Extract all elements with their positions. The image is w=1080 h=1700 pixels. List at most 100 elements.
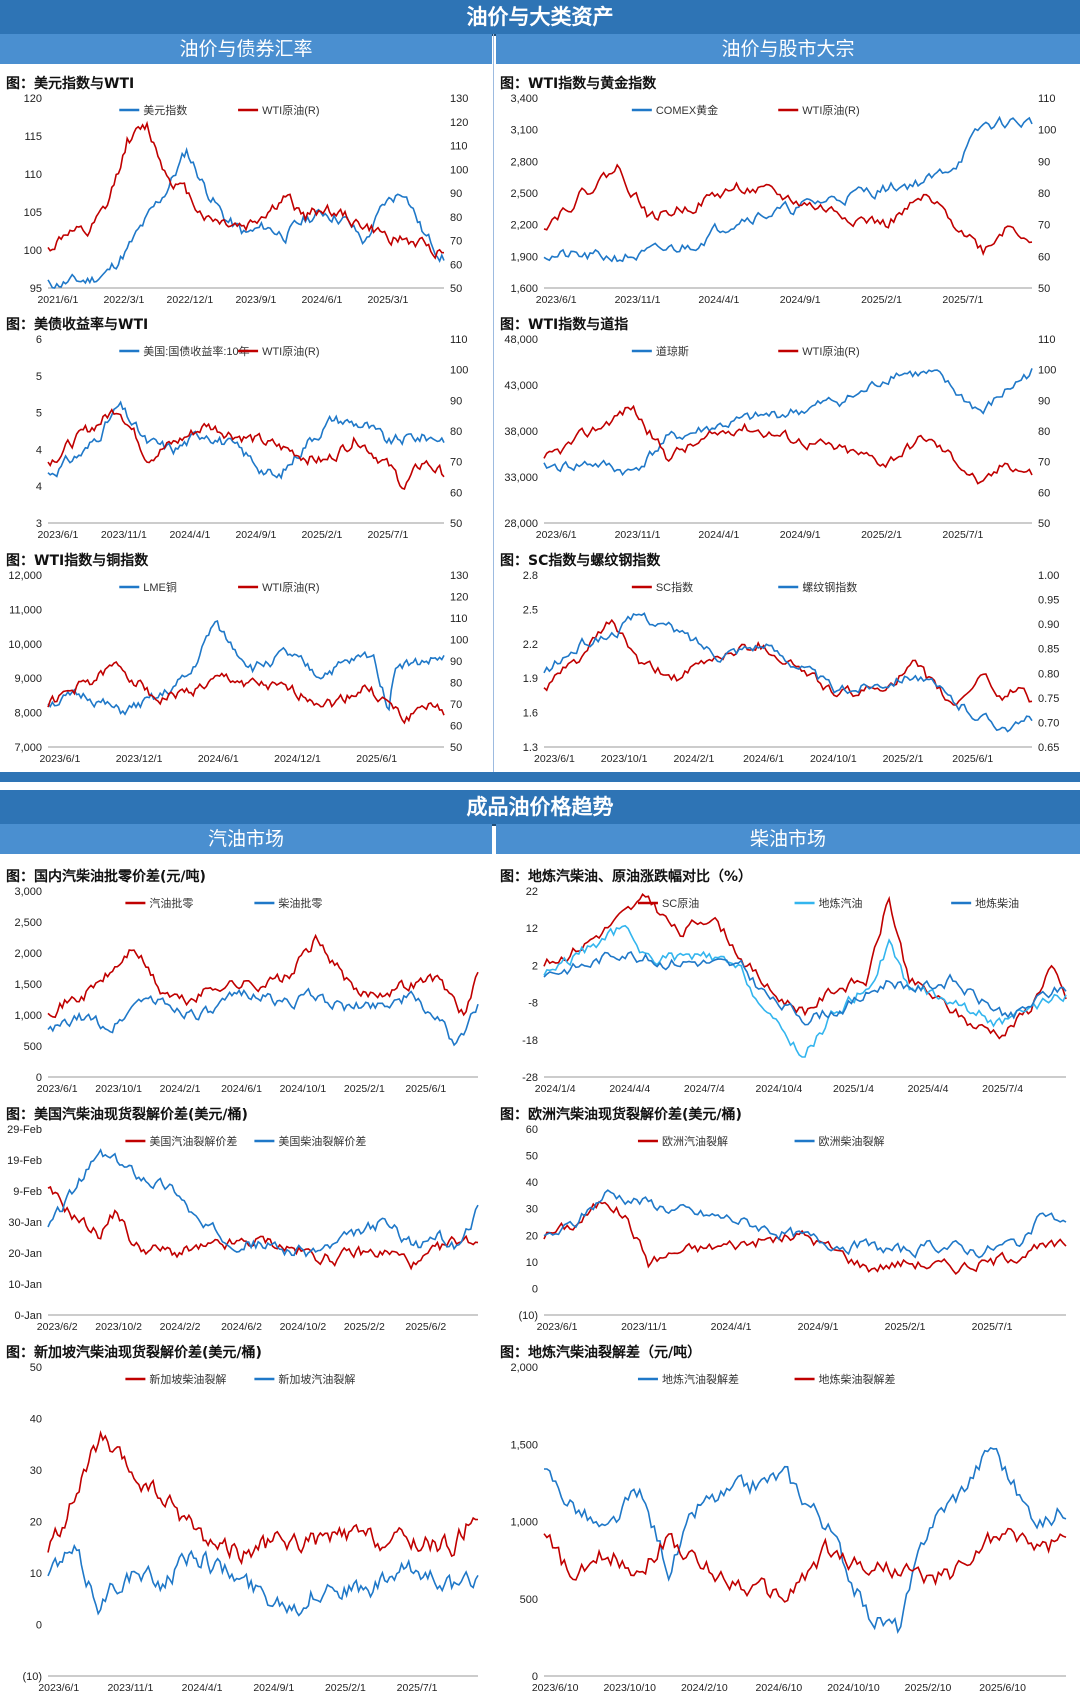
x-tick-label: 2023/6/1 xyxy=(534,753,575,765)
y2-tick-label: 100 xyxy=(450,164,468,176)
legend-label: 美国:国债收益率:10年 xyxy=(143,344,249,358)
x-tick-label: 2023/11/1 xyxy=(615,294,661,306)
x-tick-label: 2025/2/1 xyxy=(344,1083,385,1095)
y-tick-label: (10) xyxy=(518,1310,538,1322)
x-tick-label: 2023/6/1 xyxy=(38,1682,79,1694)
y-tick-label: 1,900 xyxy=(510,251,538,263)
y-tick-label: 115 xyxy=(24,131,42,143)
y2-tick-label: 110 xyxy=(450,334,468,346)
y-tick-label: 29-Feb xyxy=(7,1124,42,1136)
chart-panel-12: 0 500 1,000 1,500 2,000 2023/6/10 2023/10/10 20… xyxy=(496,1361,1080,1698)
x-tick-label: 2023/10/2 xyxy=(95,1321,142,1333)
y-tick-label: 50 xyxy=(526,1151,538,1163)
x-tick-label: 2023/11/1 xyxy=(615,529,661,541)
y-tick-label: 0 xyxy=(532,1283,538,1295)
y-tick-label: 120 xyxy=(24,93,42,105)
x-tick-label: 2023/11/1 xyxy=(107,1682,153,1694)
x-tick-label: 2023/9/1 xyxy=(235,294,276,306)
x-tick-label: 2025/2/10 xyxy=(905,1682,952,1694)
series-line-1 xyxy=(47,660,445,725)
x-tick-label: 2024/12/1 xyxy=(274,753,321,765)
chart-title-10: 图：欧洲汽柴油现货裂解价差(美元/桶) xyxy=(500,1107,742,1123)
series-line-1 xyxy=(47,408,445,491)
y-tick-label: 2.2 xyxy=(523,639,538,651)
series-line-2 xyxy=(543,950,1067,1026)
y-tick-label: 0 xyxy=(36,1072,42,1084)
y-tick-label: 28,000 xyxy=(504,518,538,530)
legend-label: 欧洲柴油裂解 xyxy=(819,1134,885,1148)
legend-label: 螺纹钢指数 xyxy=(802,580,857,594)
y-tick-label: 4 xyxy=(36,444,42,456)
y-tick-label: 9-Feb xyxy=(13,1186,42,1198)
x-tick-label: 2025/2/2 xyxy=(344,1321,385,1333)
x-tick-label: 2024/4/1 xyxy=(182,1682,223,1694)
y-tick-label: 20 xyxy=(30,1517,42,1529)
chart-title-4: 图：WTI指数与道指 xyxy=(500,317,629,333)
y-tick-label: 2,000 xyxy=(510,1362,538,1374)
y2-tick-label: 90 xyxy=(450,656,462,668)
y-tick-label: 7,000 xyxy=(14,742,42,754)
legend-label: 美国汽油裂解价差 xyxy=(149,1134,237,1148)
y2-tick-label: 60 xyxy=(1038,251,1050,263)
chart-svg: 0 500 1,000 1,500 2,000 2023/6/10 2023/10/10 20… xyxy=(510,1362,1067,1694)
chart-panel-9: 0-Jan 10-Jan 20-Jan 30-Jan 9-Feb 19-Feb 29-Feb… xyxy=(0,1123,492,1337)
series-line-1 xyxy=(47,1543,479,1617)
y2-tick-label: 60 xyxy=(1038,487,1050,499)
x-tick-label: 2025/2/1 xyxy=(885,1321,926,1333)
y2-tick-label: 100 xyxy=(1038,365,1056,377)
y2-tick-label: 110 xyxy=(1038,334,1056,346)
series-line-1 xyxy=(47,120,445,260)
chart-svg: (10) 0 10 20 30 40 50 2023/6/1 2023/11/1 2024/4/1… xyxy=(22,1362,479,1694)
legend-label: 地炼汽油 xyxy=(819,896,863,910)
legend-label: SC原油 xyxy=(662,896,699,910)
series-line-1 xyxy=(543,924,1067,1058)
x-tick-label: 2025/2/1 xyxy=(301,529,342,541)
y-tick-label: 2,000 xyxy=(14,948,42,960)
y2-tick-label: 100 xyxy=(450,365,468,377)
x-tick-label: 2024/2/1 xyxy=(160,1083,201,1095)
series-line-0 xyxy=(47,146,445,289)
y-tick-label: 95 xyxy=(30,283,42,295)
y2-tick-label: 50 xyxy=(450,742,462,754)
x-tick-label: 2023/6/2 xyxy=(37,1321,78,1333)
y2-tick-label: 120 xyxy=(450,592,468,604)
x-tick-label: 2025/6/1 xyxy=(405,1083,446,1095)
y-tick-label: 3,000 xyxy=(14,886,42,898)
legend-label: 地炼柴油 xyxy=(975,896,1019,910)
x-tick-label: 2024/9/1 xyxy=(780,294,821,306)
y-tick-label: 500 xyxy=(520,1594,538,1606)
chart-svg: 7,000 8,000 9,000 10,000 11,000 12,000 50 60 70 8… xyxy=(8,570,468,765)
chart-svg: (10) 0 10 20 30 40 50 60 2023/6/1 2023/11/1 2024/4… xyxy=(518,1124,1067,1333)
y-tick-label: 2 xyxy=(532,960,538,972)
x-tick-label: 2024/2/10 xyxy=(681,1682,728,1694)
y-tick-label: 20-Jan xyxy=(8,1248,42,1260)
y-tick-label: 30 xyxy=(30,1465,42,1477)
legend-label: WTI原油(R) xyxy=(802,344,859,358)
x-tick-label: 2024/10/10 xyxy=(827,1682,880,1694)
y-tick-label: 4 xyxy=(36,481,42,493)
y-tick-label: 8,000 xyxy=(14,708,42,720)
x-tick-label: 2024/7/4 xyxy=(684,1083,725,1095)
x-tick-label: 2024/6/2 xyxy=(221,1321,262,1333)
x-tick-label: 2024/2/2 xyxy=(160,1321,201,1333)
x-tick-label: 2024/4/4 xyxy=(609,1083,650,1095)
subheader-gasoline: 汽油市场 xyxy=(0,824,492,854)
y2-tick-label: 1.00 xyxy=(1038,570,1059,582)
x-tick-label: 2024/9/1 xyxy=(253,1682,294,1694)
x-tick-label: 2025/6/10 xyxy=(979,1682,1026,1694)
y2-tick-label: 80 xyxy=(450,426,462,438)
series-line-0 xyxy=(543,1200,1067,1275)
x-tick-label: 2023/6/1 xyxy=(537,1321,578,1333)
x-tick-label: 2023/6/1 xyxy=(39,753,80,765)
series-line-1 xyxy=(47,1148,479,1258)
y-tick-label: 1,500 xyxy=(510,1439,538,1451)
legend-label: 柴油批零 xyxy=(278,896,322,910)
x-tick-label: 2025/2/1 xyxy=(861,529,902,541)
y2-tick-label: 80 xyxy=(1038,426,1050,438)
y-tick-label: 0-Jan xyxy=(14,1310,42,1322)
y2-tick-label: 90 xyxy=(1038,156,1050,168)
x-tick-label: 2024/9/1 xyxy=(798,1321,839,1333)
y-tick-label: 19-Feb xyxy=(7,1155,42,1167)
x-tick-label: 2024/6/1 xyxy=(301,294,342,306)
x-tick-label: 2023/6/1 xyxy=(37,1083,78,1095)
